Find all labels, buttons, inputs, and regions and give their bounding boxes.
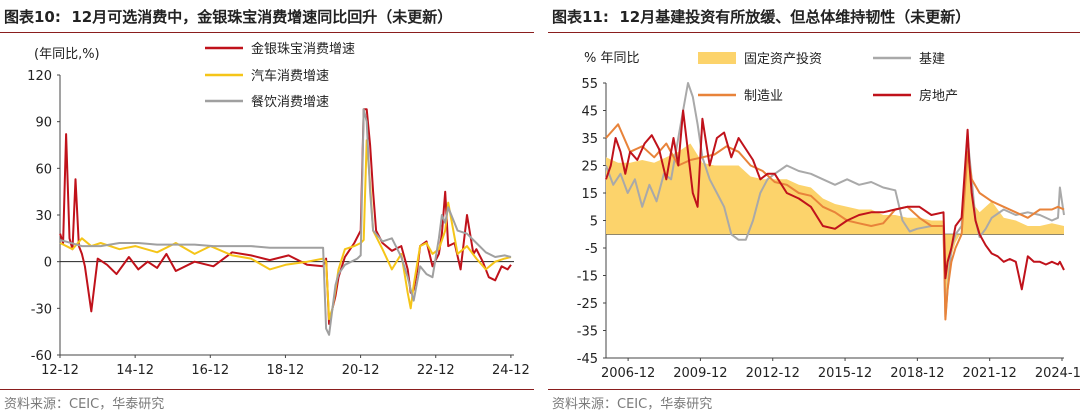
x-tick-label: 12-12 — [41, 363, 79, 378]
y-tick-label: 60 — [35, 162, 52, 177]
bottom-rule — [0, 389, 534, 390]
y-tick-label: -15 — [577, 270, 598, 285]
chart-title: 12月基建投资有所放缓、但总体维持韧性（未更新） — [619, 8, 971, 26]
y-tick-label: 25 — [581, 160, 598, 175]
chart-canvas: -45 -35 -25 -15 -5 5 15 25 35 45 55 2006-12 2009-12 2… — [577, 51, 1080, 381]
legend-label-1: 基建 — [919, 52, 945, 67]
legend-label-0: 金银珠宝消费增速 — [251, 41, 355, 57]
figure-label: 图表10: — [4, 8, 61, 26]
x-tick-label: 24-12 — [492, 363, 530, 378]
chart-canvas: -60 -30 0 30 60 90 120 12-12 14-12 16-12 18-12 20-1… — [27, 41, 530, 378]
x-tick-label: 18-12 — [267, 363, 305, 378]
x-tick-label: 2012-12 — [746, 366, 800, 381]
x-tick-label: 20-12 — [342, 363, 380, 378]
source-note: 资料来源：CEIC，华泰研究 — [552, 397, 713, 412]
x-tick-label: 16-12 — [191, 363, 229, 378]
series-line-2 — [605, 123, 1065, 321]
y-axis-label: (年同比,%) — [34, 47, 100, 62]
y-tick-label: -60 — [31, 349, 52, 364]
x-tick-label: 2006-12 — [601, 366, 655, 381]
y-tick-label: -5 — [585, 242, 598, 257]
legend-label-3: 房地产 — [919, 88, 958, 104]
figure-title: 图表11: 12月基建投资有所放缓、但总体维持韧性（未更新） — [552, 6, 970, 27]
y-tick-label: 0 — [44, 256, 52, 271]
chart-title: 12月可选消费中，金银珠宝消费增速同比回升（未更新） — [71, 8, 453, 26]
legend-label-2: 制造业 — [744, 89, 783, 104]
y-tick-label: 120 — [27, 69, 52, 84]
x-tick-label: 22-12 — [417, 363, 455, 378]
chart-panel-jewelry: 图表10: 12月可选消费中，金银珠宝消费增速同比回升（未更新） -60 -30 0… — [0, 0, 534, 416]
x-tick-label: 2015-12 — [818, 366, 872, 381]
figure-label: 图表11: — [552, 8, 609, 26]
y-tick-label: 35 — [581, 132, 598, 147]
series-line-1 — [59, 139, 512, 321]
legend-label-2: 餐饮消费增速 — [251, 94, 329, 110]
x-tick-label: 2009-12 — [673, 366, 727, 381]
x-tick-label: 2018-12 — [890, 366, 944, 381]
legend-label-0: 固定资产投资 — [744, 51, 822, 67]
y-tick-label: 5 — [590, 215, 598, 230]
source-note: 资料来源：CEIC，华泰研究 — [4, 397, 165, 412]
legend-label-1: 汽车消费增速 — [251, 68, 329, 84]
y-tick-label: -25 — [577, 297, 598, 312]
title-rule — [0, 32, 534, 33]
y-tick-label: 55 — [581, 77, 598, 92]
figure-title: 图表10: 12月可选消费中，金银珠宝消费增速同比回升（未更新） — [4, 6, 452, 27]
x-tick-label: 2021-12 — [963, 366, 1017, 381]
title-rule — [548, 32, 1080, 33]
series-line-3 — [605, 109, 1065, 291]
series-line-0 — [59, 108, 512, 325]
legend-swatch-0 — [698, 52, 736, 64]
x-tick-label: 14-12 — [116, 363, 154, 378]
bottom-rule — [548, 389, 1080, 390]
y-tick-label: -30 — [31, 302, 52, 317]
y-tick-label: -45 — [577, 352, 598, 367]
y-tick-label: 15 — [581, 187, 598, 202]
y-axis-label: % 年同比 — [584, 51, 640, 66]
y-tick-label: 90 — [35, 116, 52, 131]
y-tick-label: 45 — [581, 105, 598, 120]
chart-panel-infrastructure: 图表11: 12月基建投资有所放缓、但总体维持韧性（未更新） -45 -35 -25… — [548, 0, 1080, 416]
series-line-2 — [59, 108, 512, 336]
y-tick-label: 30 — [35, 209, 52, 224]
y-tick-label: -35 — [577, 325, 598, 340]
x-tick-label: 2024-12 — [1035, 366, 1080, 381]
